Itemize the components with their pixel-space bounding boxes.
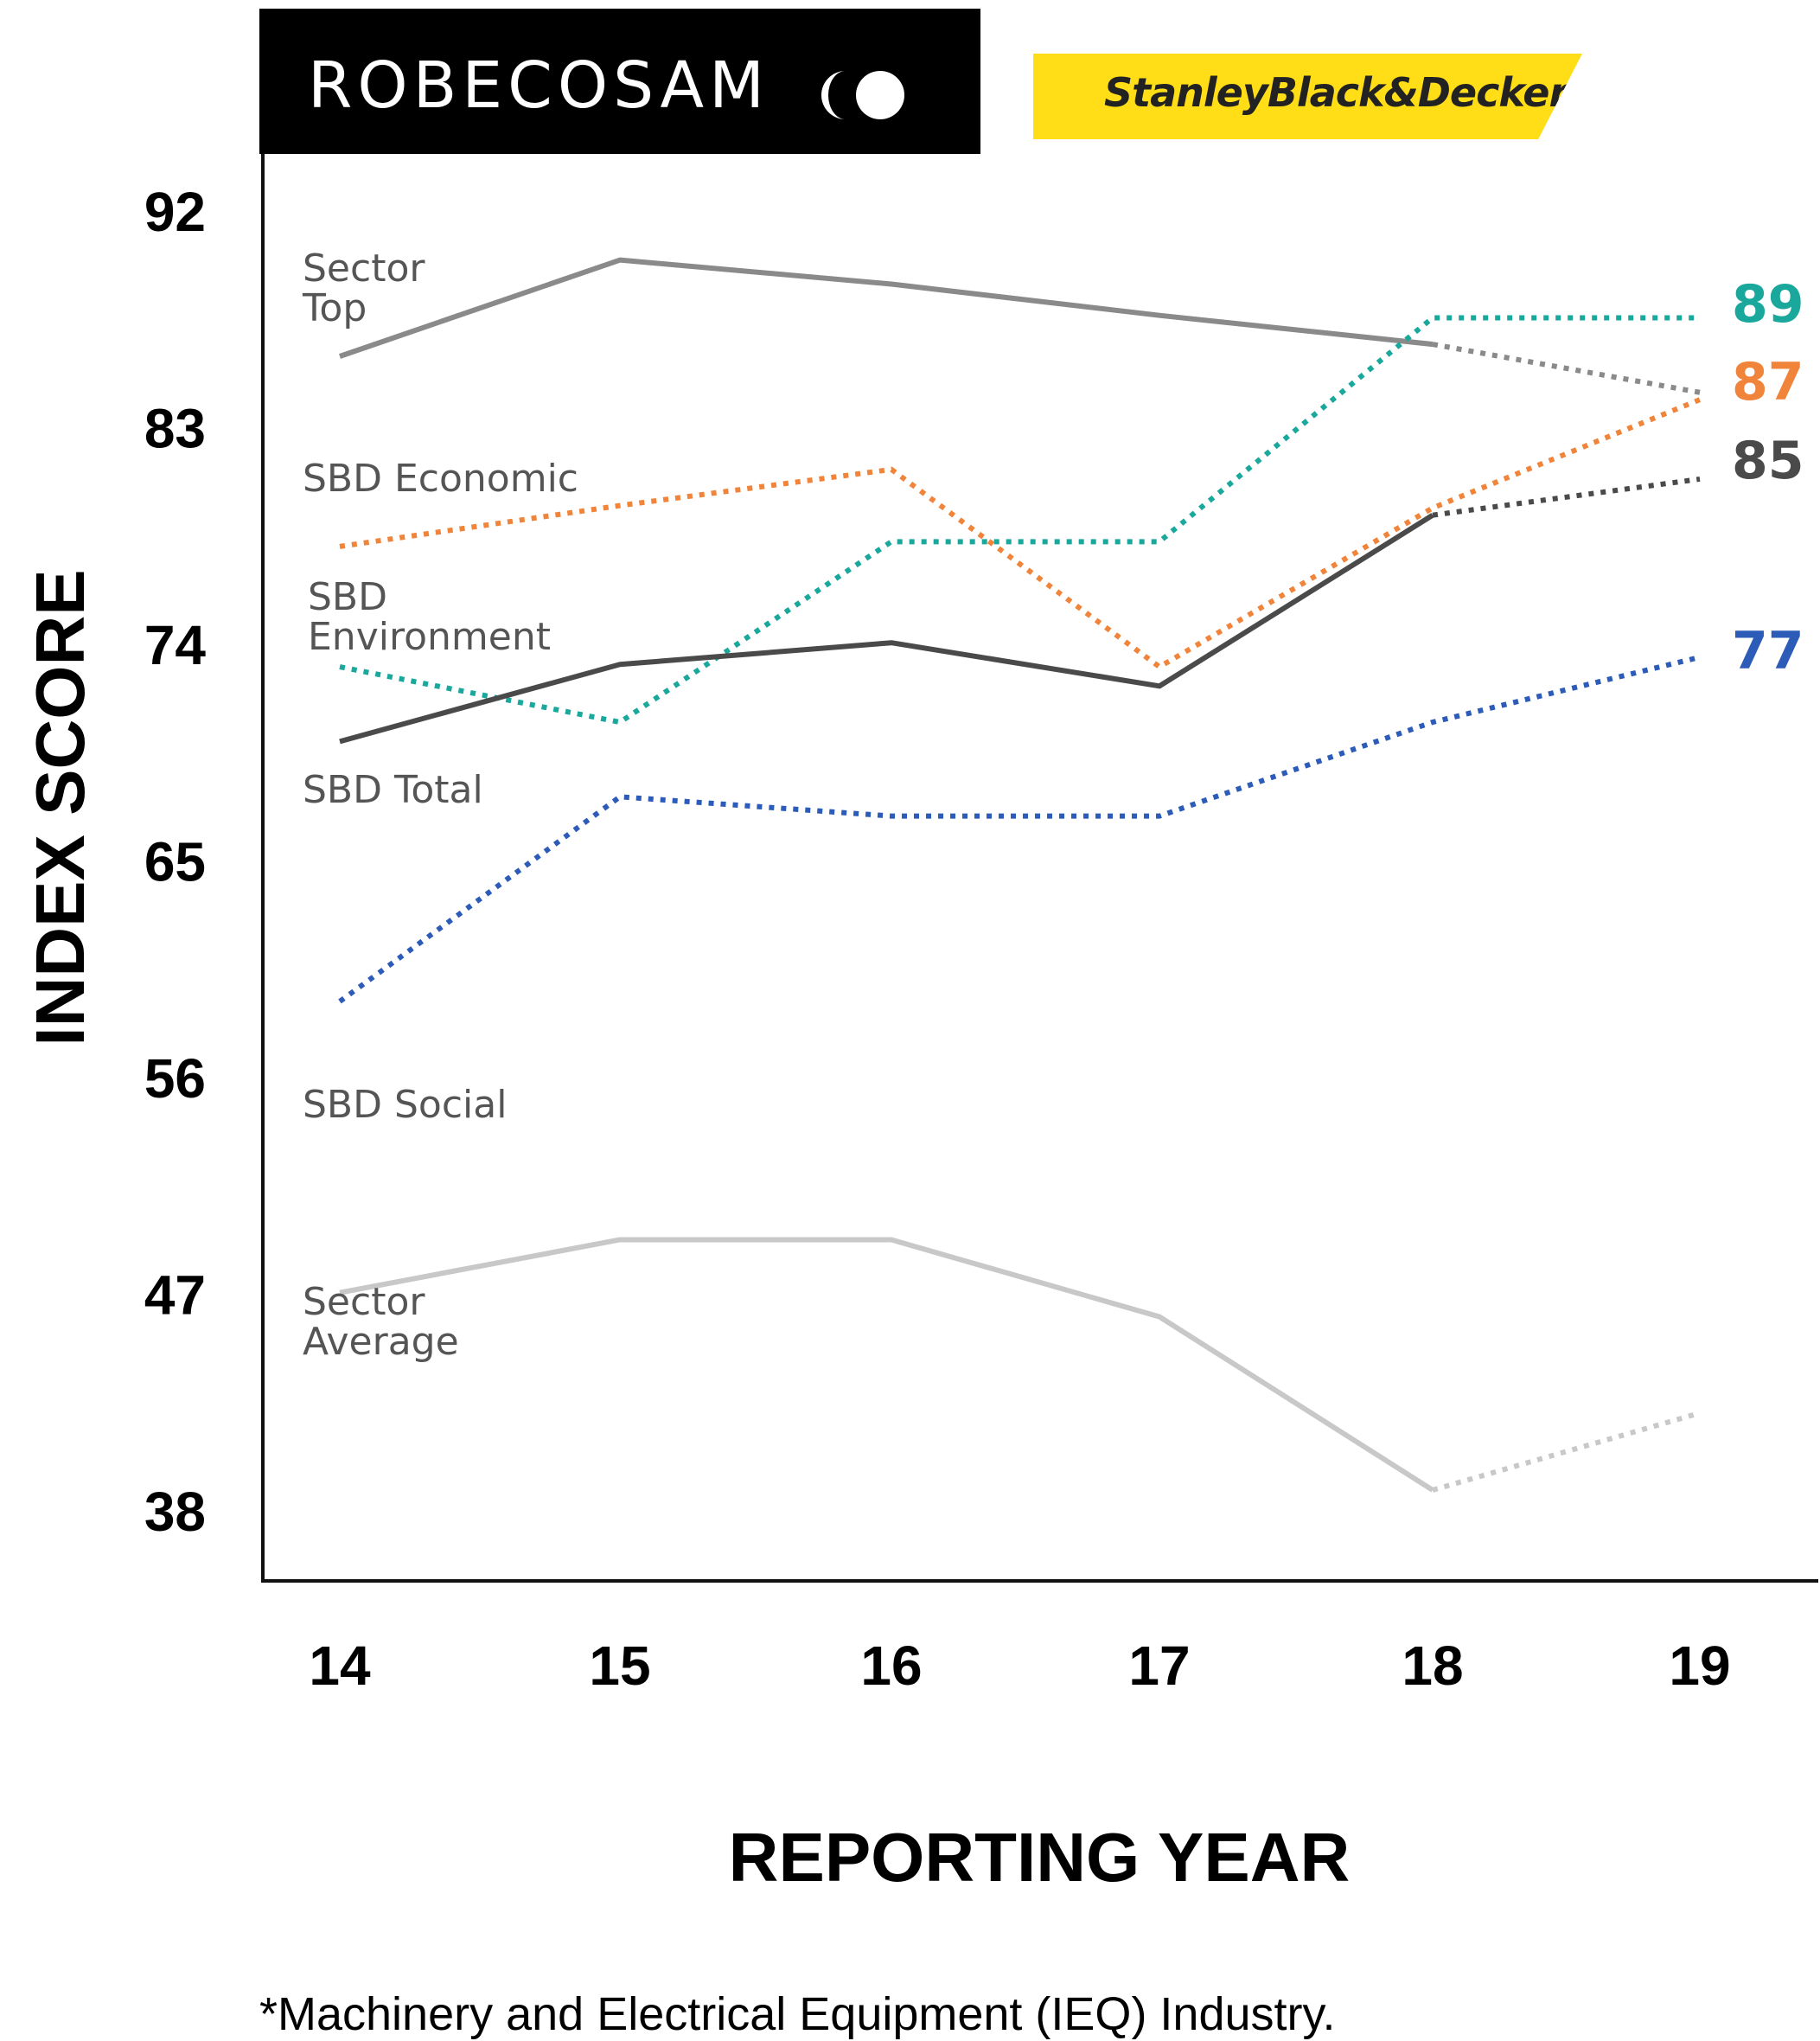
x-tick-label: 14: [309, 1635, 371, 1697]
x-tick-label: 15: [589, 1635, 650, 1697]
series-line-sector-average: [339, 1237, 1434, 1493]
y-tick-label: 74: [144, 614, 207, 676]
y-tick-label: 83: [144, 398, 206, 460]
end-value-sbd-environment: 89: [1732, 274, 1804, 335]
series-line-sector-top: [339, 257, 1434, 359]
series-label-sbd-environment: SBD Environment: [308, 575, 551, 659]
robecosam-logo-text: ROBECOSAM: [308, 48, 770, 123]
stanley-black-decker-logo: StanleyBlack&Decker: [1033, 54, 1582, 139]
series-line-sbd-total: [339, 513, 1434, 745]
footnote: *Machinery and Electrical Equipment (IEQ…: [259, 1988, 1336, 2040]
series-label-sbd-total: SBD Total: [303, 768, 483, 812]
x-tick-label: 17: [1128, 1635, 1190, 1697]
end-value-sbd-economic: 87: [1732, 352, 1804, 413]
y-tick-label: 65: [144, 831, 206, 893]
series-line-sbd-total-dotted: [1432, 476, 1701, 518]
series-line-sector-top-dotted: [1432, 342, 1701, 395]
series-line-sbd-social-dotted: [338, 655, 1701, 1004]
end-value-sbd-social: 77: [1732, 621, 1804, 681]
robecosam-moon-icon: [821, 71, 904, 119]
series-line-sector-average-dotted: [1432, 1411, 1701, 1493]
stanley-black-decker-logo-text: StanleyBlack&Decker: [1104, 69, 1568, 116]
end-value-sbd-total: 85: [1732, 431, 1804, 491]
x-tick-label: 16: [860, 1635, 922, 1697]
x-tick-label: 18: [1402, 1635, 1463, 1697]
y-axis-title: INDEX SCORE: [22, 569, 99, 1046]
x-tick-label: 19: [1669, 1635, 1730, 1697]
series-label-sbd-economic: SBD Economic: [303, 457, 578, 501]
series-label-sbd-social: SBD Social: [303, 1083, 507, 1127]
series-label-sector-top: Sector Top: [302, 246, 425, 330]
robecosam-logo: ROBECOSAM: [259, 9, 980, 154]
x-axis-title: REPORTING YEAR: [728, 1819, 1351, 1896]
y-tick-label: 92: [144, 181, 206, 243]
y-tick-label: 38: [144, 1481, 206, 1543]
y-tick-label: 56: [144, 1047, 206, 1110]
series-label-sector-average: Sector Average: [303, 1280, 459, 1364]
y-tick-label: 47: [144, 1264, 206, 1327]
